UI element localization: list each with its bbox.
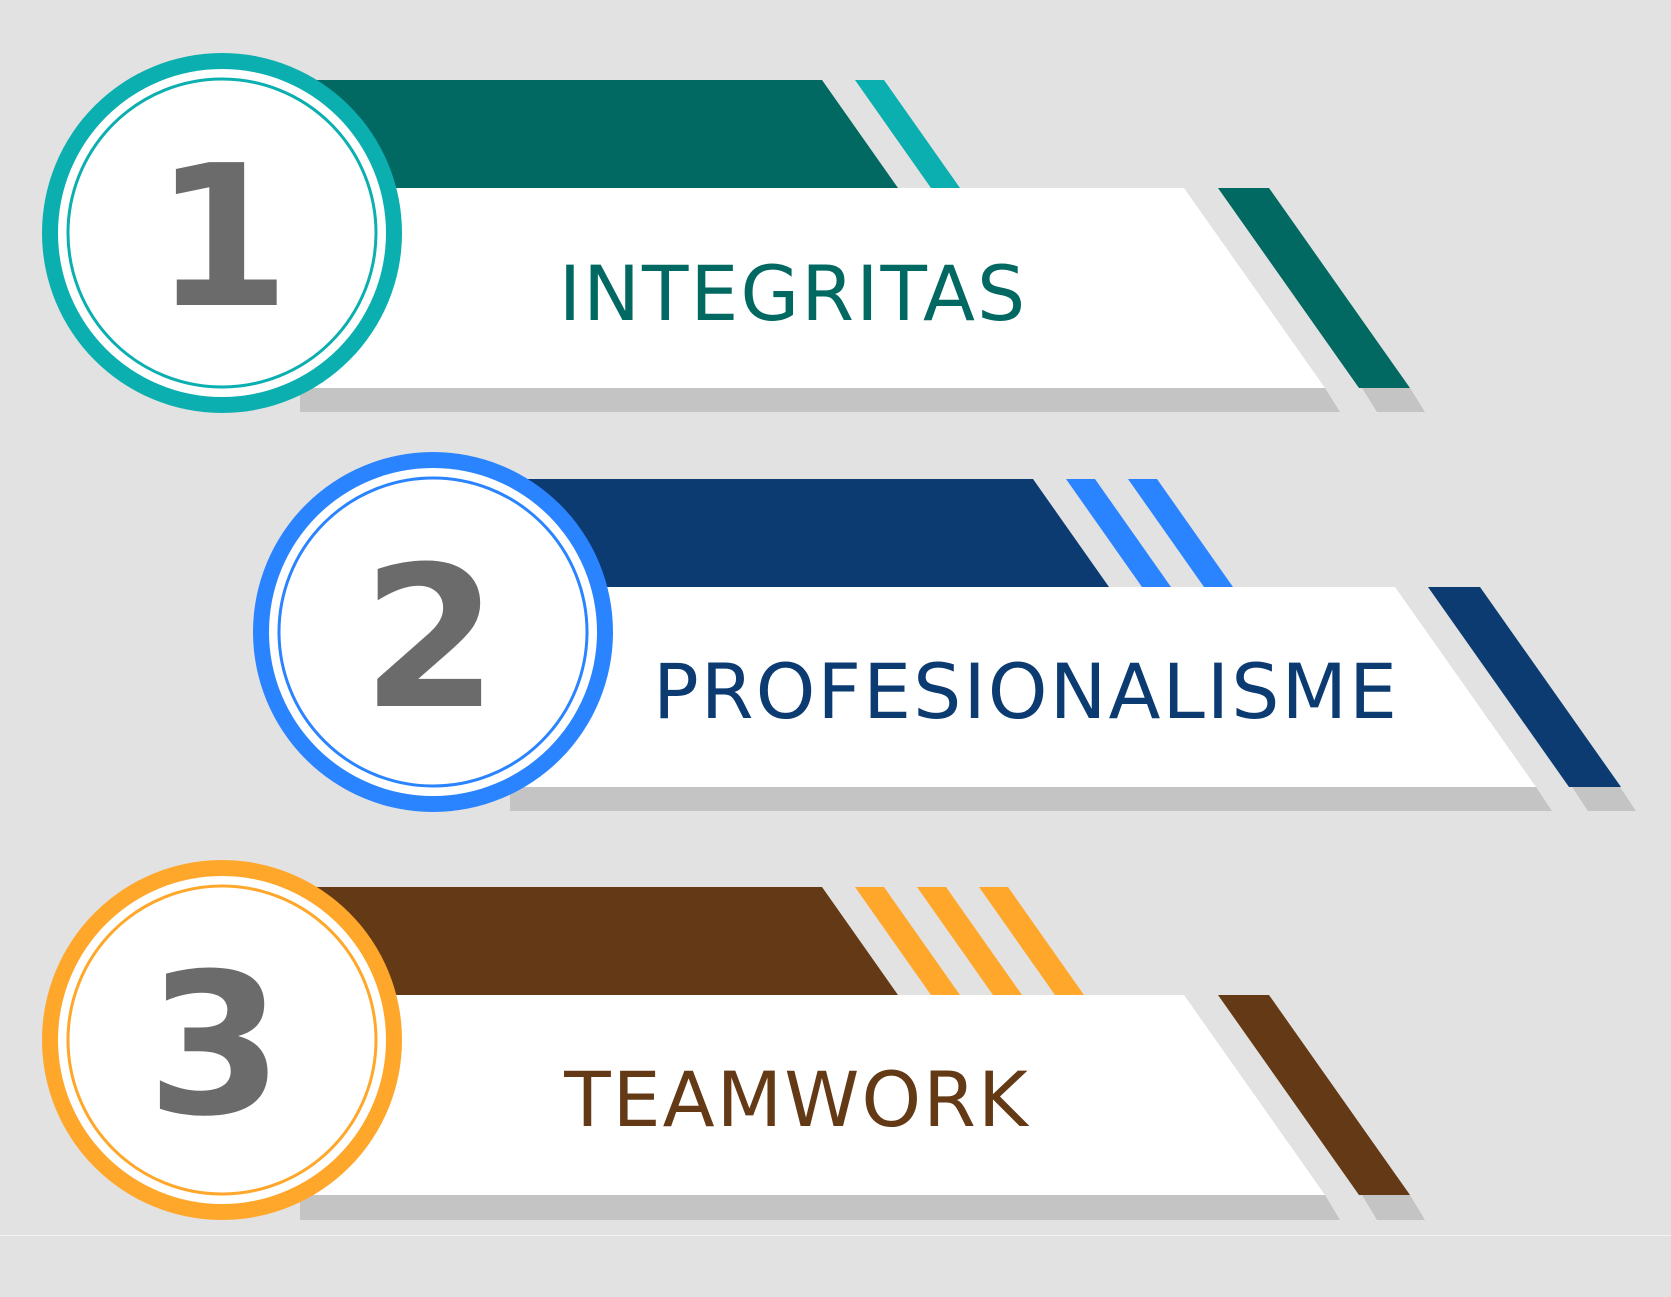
banner-3-body — [300, 995, 1325, 1195]
badge-1-inner-ring — [66, 77, 378, 389]
banner-2-shadow — [510, 787, 1552, 811]
banner-2-body — [510, 587, 1536, 787]
accent-stripe — [855, 887, 960, 995]
banner-1-end-stripe-shadow — [1362, 388, 1425, 412]
badge-1-number: 1 — [154, 124, 290, 352]
number-badge-3: 3 — [42, 860, 402, 1220]
accent-stripe — [1128, 479, 1233, 587]
badge-3-number: 3 — [147, 932, 283, 1160]
badge-3-white-disc — [58, 876, 386, 1204]
number-badge-2: 2 — [253, 452, 613, 812]
banner-2-end-stripe-shadow — [1572, 787, 1636, 811]
accent-stripe — [1066, 479, 1171, 587]
banner-3-shadow — [300, 1195, 1340, 1220]
banner-1-top-bar — [300, 80, 898, 188]
banner-2-top-bar — [510, 479, 1109, 587]
banner-1-shadow — [300, 388, 1340, 412]
number-badge-1: 1 — [42, 53, 402, 413]
banner-3-label: TEAMWORK — [563, 1055, 1030, 1144]
banner-item-2: 2 PROFESIONALISME — [253, 452, 1636, 812]
banner-2-end-stripe — [1428, 587, 1621, 787]
badge-2-inner-ring — [277, 476, 589, 788]
accent-stripe — [979, 887, 1084, 995]
banner-3-accent-stripes — [855, 887, 1084, 995]
accent-stripe — [855, 80, 960, 188]
banner-3-end-stripe-shadow — [1362, 1195, 1425, 1220]
banner-2-label: PROFESIONALISME — [653, 647, 1399, 736]
banner-1-label: INTEGRITAS — [559, 249, 1028, 338]
banner-3-top-bar — [300, 887, 898, 995]
bottom-strip — [0, 1235, 1671, 1297]
badge-2-white-disc — [269, 468, 597, 796]
banner-item-3: 3 TEAMWORK — [42, 860, 1425, 1220]
badge-3-inner-ring — [66, 884, 378, 1196]
banner-1-body — [300, 188, 1325, 388]
banner-1-accent-stripes — [855, 80, 960, 188]
banner-item-1: 1 INTEGRITAS — [42, 53, 1425, 413]
banner-3-end-stripe — [1218, 995, 1410, 1195]
banner-2-accent-stripes — [1066, 479, 1233, 587]
badge-1-white-disc — [58, 69, 386, 397]
badge-2-number: 2 — [362, 525, 498, 753]
banner-1-end-stripe — [1218, 188, 1410, 388]
accent-stripe — [917, 887, 1022, 995]
